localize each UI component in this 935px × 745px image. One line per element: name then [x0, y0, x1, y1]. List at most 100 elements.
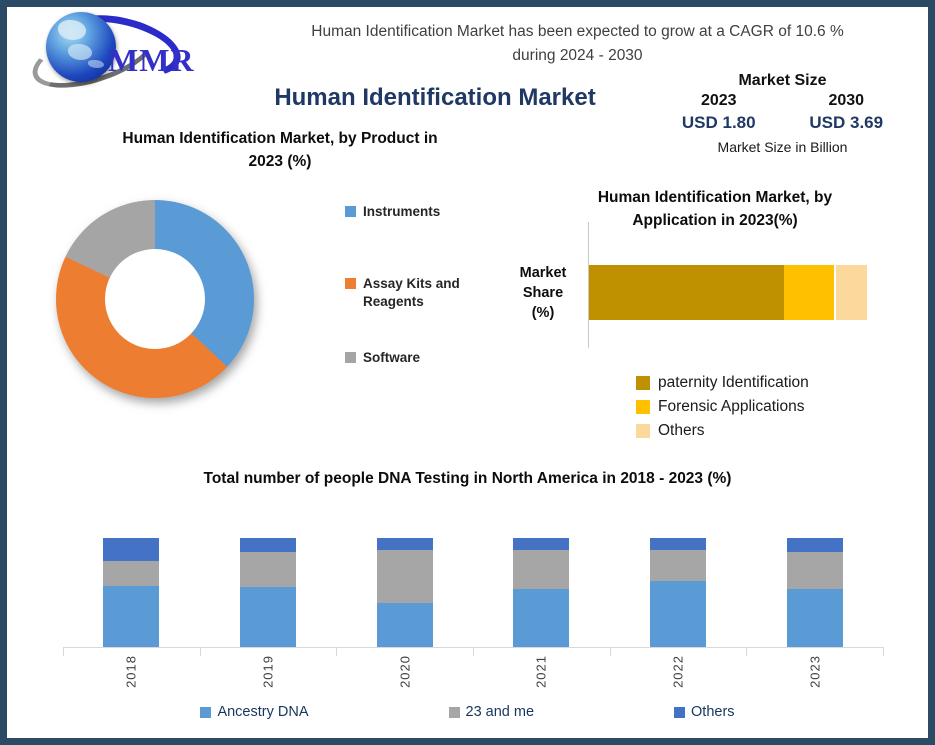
application-axis-label: Market Share (%) [519, 265, 567, 321]
legend-item-software: Software [345, 349, 481, 367]
application-bar-segment-2 [783, 265, 834, 320]
dna-axis-tick [473, 647, 474, 656]
dna-axis-tick [609, 647, 611, 656]
forensic-swatch [636, 400, 650, 414]
paternity-swatch [636, 376, 650, 390]
market-size-value-start: USD 1.80 [681, 113, 756, 132]
dna-segment-others [240, 538, 296, 553]
ancestry-dna-swatch [200, 706, 212, 718]
dna-segment-others [650, 538, 707, 550]
dna-segment-23-and-me [786, 552, 843, 590]
dna-stacked-column [650, 538, 707, 647]
product-chart-title-line2: 2023 (%) [248, 153, 312, 170]
dna-year-label: 2023 [807, 655, 823, 688]
market-size-panel: Market Size 2023 USD 1.80 2030 USD 3.69 … [650, 72, 915, 155]
23-and-me-swatch [448, 706, 460, 718]
dna-segment-ancestry-dna [513, 589, 570, 647]
dna-year-label: 2020 [397, 655, 413, 688]
market-size-title: Market Size [738, 72, 827, 89]
legend-label: 23 and me [465, 704, 535, 720]
dna-segment-ancestry-dna [240, 587, 296, 647]
logo-text: MMR [108, 42, 195, 78]
legend-item-ancestry-dna: Ancestry DNA [200, 704, 309, 720]
dna-segment-ancestry-dna [376, 603, 433, 647]
legend-item-instruments: Instruments [345, 203, 481, 221]
product-chart-title: Human Identification Market, by Product … [75, 127, 485, 173]
page-title: Human Identification Market [274, 84, 596, 111]
dna-segment-ancestry-dna [650, 580, 707, 647]
dna-chart-category-slot: 2023 [746, 538, 883, 688]
legend-label: Others [658, 422, 705, 439]
legend-label: Forensic Applications [658, 398, 805, 415]
market-size-year-start: 2023 [700, 92, 737, 109]
dna-axis-tick [883, 647, 884, 656]
market-size-note: Market Size in Billion [717, 139, 848, 155]
legend-item-paternity: paternity Identification [636, 374, 809, 392]
dna-stacked-column [376, 538, 433, 647]
software-swatch [345, 352, 356, 363]
dna-segment-ancestry-dna [103, 585, 160, 647]
dna-stacked-column [240, 538, 296, 647]
dna-segment-others [513, 538, 570, 550]
application-chart-title-line2: Application in 2023(%) [632, 212, 798, 229]
dna-segment-23-and-me [650, 550, 707, 581]
legend-label: Instruments [363, 204, 441, 219]
dna-segment-23-and-me [513, 550, 570, 590]
legend-item-forensic: Forensic Applications [636, 398, 809, 416]
application-bar-segment-1 [589, 265, 784, 320]
assay-kits-swatch [345, 278, 356, 289]
product-donut-chart [56, 200, 254, 398]
dna-chart-category-slot: 2021 [473, 538, 610, 688]
dna-year-label: 2022 [670, 655, 686, 688]
dna-segment-others [786, 538, 843, 553]
instruments-swatch [345, 206, 356, 217]
dna-stacked-column [786, 538, 843, 647]
dna-chart-title: Total number of people DNA Testing in No… [203, 470, 732, 487]
dna-segment-23-and-me [240, 552, 296, 588]
dna-segment-others [103, 538, 160, 561]
market-size-2023: 2023 USD 1.80 [655, 92, 783, 133]
dna-legend: Ancestry DNA 23 and me Others [0, 704, 935, 720]
market-size-value-end: USD 3.69 [809, 113, 884, 132]
cagr-headline-line2: during 2024 - 2030 [512, 47, 643, 64]
dna-stacked-column [513, 538, 570, 647]
legend-item-23-and-me: 23 and me [448, 704, 535, 720]
application-chart-title: Human Identification Market, by Applicat… [545, 186, 885, 232]
dna-year-label: 2019 [260, 655, 276, 688]
dna-year-label: 2018 [123, 655, 139, 688]
application-stacked-bar [589, 265, 867, 320]
application-chart-title-line1: Human Identification Market, by [597, 189, 833, 206]
market-size-2030: 2030 USD 3.69 [783, 92, 911, 133]
dna-axis-tick [199, 647, 201, 656]
legend-label: Others [691, 704, 735, 720]
legend-label: Software [363, 350, 421, 365]
dna-stacked-column [103, 538, 160, 647]
dna-segment-ancestry-dna [786, 589, 843, 647]
dna-others-swatch [674, 706, 686, 718]
dna-chart-plot: 2018 2019 2020 2021 2022 2023 [63, 538, 884, 688]
dna-segment-23-and-me [376, 550, 433, 604]
dna-year-label: 2021 [533, 655, 549, 688]
market-size-year-end: 2030 [828, 92, 865, 109]
legend-item-assay-kits: Assay Kits and Reagents [345, 275, 481, 311]
dna-chart-category-slot: 2018 [63, 538, 200, 688]
dna-axis-tick [63, 647, 64, 656]
dna-segment-others [376, 538, 433, 550]
dna-segment-23-and-me [103, 560, 160, 586]
dna-chart-category-slot: 2019 [200, 538, 337, 688]
cagr-headline-line1: Human Identification Market has been exp… [311, 23, 844, 40]
legend-label: Ancestry DNA [217, 704, 309, 720]
legend-item-dna-others: Others [674, 704, 735, 720]
dna-axis-tick [746, 647, 748, 656]
dna-chart-category-slot: 2020 [336, 538, 473, 688]
others-swatch [636, 424, 650, 438]
application-y-axis-line [588, 222, 589, 348]
product-chart-title-line1: Human Identification Market, by Product … [122, 130, 438, 147]
legend-label: paternity Identification [658, 374, 809, 391]
legend-item-others: Others [636, 422, 809, 440]
mmr-logo: MMR [25, 4, 203, 101]
dna-chart-category-slot: 2022 [610, 538, 747, 688]
legend-label: Assay Kits and Reagents [363, 276, 460, 309]
application-bar-segment-3 [833, 265, 867, 320]
